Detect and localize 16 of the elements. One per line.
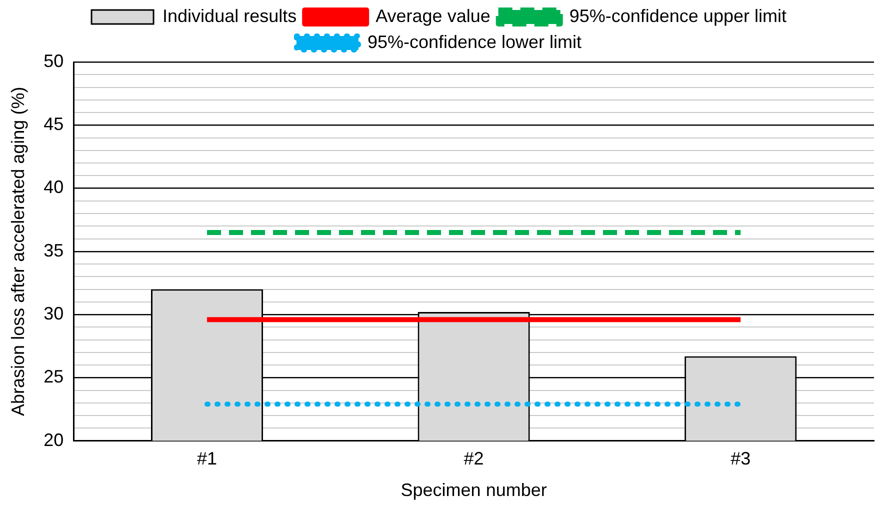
x-tick-label: #3 <box>730 448 751 469</box>
legend-label: 95%-confidence lower limit <box>367 32 582 52</box>
y-tick-label: 30 <box>44 304 64 324</box>
y-tick-label: 45 <box>44 114 64 134</box>
y-tick-label: 25 <box>44 366 64 387</box>
y-tick-label: 35 <box>44 240 64 260</box>
legend-label: Average value <box>376 6 490 26</box>
legend-label: Individual results <box>162 6 297 26</box>
x-tick-label: #1 <box>197 448 218 469</box>
y-tick-label: 40 <box>44 177 64 198</box>
y-axis-title: Abrasion loss after accelerated aging (%) <box>8 86 28 416</box>
y-tick-label: 20 <box>44 430 64 450</box>
legend-label: 95%-confidence upper limit <box>569 6 786 26</box>
x-tick-label: #2 <box>464 448 484 469</box>
y-tick-label: 50 <box>44 50 64 71</box>
x-axis-title: Specimen number <box>400 480 547 500</box>
